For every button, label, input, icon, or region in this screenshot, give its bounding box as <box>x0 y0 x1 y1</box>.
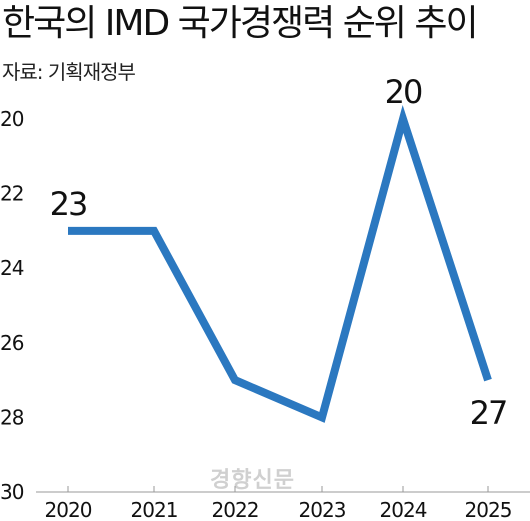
data-label: 20 <box>385 73 422 111</box>
x-tick-label: 2022 <box>212 498 259 521</box>
y-tick-label: 20 <box>0 107 24 131</box>
y-tick-label: 24 <box>0 256 24 280</box>
source-note: 자료: 기획재정부 <box>2 60 136 84</box>
y-tick-label: 30 <box>0 480 24 504</box>
y-tick-label: 26 <box>0 331 24 355</box>
y-tick-label: 28 <box>0 405 24 429</box>
x-tick-label: 2023 <box>299 498 346 521</box>
chart-title: 한국의 IMD 국가경쟁력 순위 추이 <box>2 3 479 44</box>
data-label: 23 <box>50 185 87 223</box>
data-labels: 23 20 27 <box>50 73 509 432</box>
x-tick-label: 2025 <box>465 498 512 521</box>
x-axis-ticks: 2020 2021 2022 2023 2024 2025 <box>45 486 512 521</box>
series-line <box>68 105 492 423</box>
watermark: 경향신문 <box>210 468 295 493</box>
y-axis-ticks: 20 22 24 26 28 30 <box>0 107 25 504</box>
data-label: 27 <box>470 394 507 432</box>
x-tick-label: 2020 <box>45 498 92 521</box>
x-tick-label: 2021 <box>131 498 178 521</box>
x-tick-label: 2024 <box>380 498 427 521</box>
y-tick-label: 22 <box>0 182 23 206</box>
